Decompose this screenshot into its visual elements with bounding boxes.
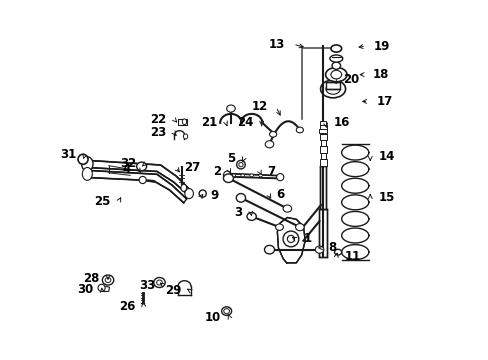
- Text: 14: 14: [378, 150, 394, 163]
- Ellipse shape: [330, 70, 341, 79]
- Text: 8: 8: [328, 241, 336, 255]
- Ellipse shape: [136, 162, 146, 171]
- Text: 23: 23: [149, 126, 165, 139]
- Bar: [318, 129, 326, 133]
- Polygon shape: [87, 160, 190, 195]
- Bar: [319, 134, 326, 140]
- Ellipse shape: [236, 194, 245, 202]
- Bar: [320, 153, 325, 159]
- Ellipse shape: [325, 67, 346, 82]
- Text: 19: 19: [373, 40, 390, 53]
- Text: 22: 22: [149, 113, 165, 126]
- Polygon shape: [87, 170, 186, 203]
- Text: 10: 10: [204, 311, 221, 324]
- Ellipse shape: [330, 45, 341, 52]
- Ellipse shape: [246, 212, 256, 220]
- Text: 11: 11: [344, 250, 360, 263]
- Ellipse shape: [249, 174, 253, 177]
- Bar: [320, 121, 325, 125]
- Text: 13: 13: [268, 38, 285, 51]
- Text: 33: 33: [139, 279, 155, 292]
- Ellipse shape: [223, 174, 233, 183]
- Text: 2: 2: [213, 165, 221, 177]
- Ellipse shape: [241, 174, 244, 177]
- Polygon shape: [178, 118, 186, 125]
- Ellipse shape: [296, 127, 303, 133]
- Ellipse shape: [283, 205, 291, 212]
- Text: 7: 7: [267, 165, 275, 177]
- Text: 25: 25: [94, 195, 110, 208]
- Ellipse shape: [183, 134, 187, 139]
- Polygon shape: [277, 217, 305, 263]
- Text: 18: 18: [372, 68, 388, 81]
- Ellipse shape: [269, 131, 276, 137]
- Ellipse shape: [264, 141, 273, 148]
- Ellipse shape: [264, 246, 274, 254]
- Polygon shape: [101, 285, 109, 292]
- Ellipse shape: [236, 160, 244, 169]
- Text: 5: 5: [227, 152, 235, 165]
- Ellipse shape: [276, 174, 283, 181]
- Polygon shape: [325, 82, 340, 89]
- Text: 31: 31: [60, 148, 77, 162]
- Text: 15: 15: [378, 192, 394, 204]
- Ellipse shape: [320, 80, 345, 98]
- Ellipse shape: [331, 62, 340, 69]
- Ellipse shape: [295, 224, 304, 231]
- Ellipse shape: [315, 246, 323, 253]
- Text: 4: 4: [122, 163, 130, 176]
- Ellipse shape: [184, 189, 193, 199]
- Ellipse shape: [226, 105, 235, 112]
- Ellipse shape: [78, 154, 88, 164]
- Text: 27: 27: [183, 161, 200, 174]
- Bar: [319, 125, 326, 129]
- Ellipse shape: [329, 55, 342, 62]
- Ellipse shape: [156, 280, 162, 285]
- Ellipse shape: [283, 231, 298, 247]
- Text: 17: 17: [376, 95, 392, 108]
- Ellipse shape: [275, 224, 283, 230]
- Ellipse shape: [224, 309, 229, 314]
- Text: 9: 9: [210, 189, 218, 202]
- Text: 24: 24: [237, 116, 253, 129]
- Polygon shape: [318, 208, 326, 257]
- Text: 1: 1: [303, 233, 311, 246]
- Text: 20: 20: [342, 73, 358, 86]
- Ellipse shape: [334, 249, 341, 255]
- Ellipse shape: [102, 275, 114, 285]
- Text: 3: 3: [234, 206, 242, 219]
- Ellipse shape: [181, 184, 186, 192]
- Text: 26: 26: [119, 300, 135, 313]
- Ellipse shape: [81, 157, 93, 171]
- Ellipse shape: [325, 84, 340, 94]
- Ellipse shape: [105, 278, 111, 283]
- Text: 32: 32: [120, 157, 136, 170]
- Ellipse shape: [221, 307, 231, 315]
- Text: 12: 12: [251, 100, 267, 113]
- Text: 29: 29: [165, 284, 182, 297]
- Ellipse shape: [139, 176, 146, 184]
- Ellipse shape: [153, 278, 165, 288]
- Ellipse shape: [238, 162, 243, 167]
- Polygon shape: [320, 166, 325, 208]
- Text: 16: 16: [333, 116, 349, 129]
- Ellipse shape: [223, 171, 231, 180]
- Polygon shape: [227, 174, 280, 178]
- Ellipse shape: [231, 174, 235, 177]
- Bar: [319, 159, 326, 166]
- Ellipse shape: [82, 167, 92, 180]
- Ellipse shape: [258, 174, 262, 177]
- Bar: [319, 147, 326, 153]
- Text: 28: 28: [83, 272, 100, 285]
- Ellipse shape: [98, 284, 105, 292]
- Ellipse shape: [287, 235, 294, 243]
- Ellipse shape: [199, 190, 206, 197]
- Bar: [320, 140, 325, 147]
- Text: 6: 6: [276, 188, 285, 201]
- Text: 21: 21: [201, 116, 217, 129]
- Text: 30: 30: [77, 283, 94, 296]
- Ellipse shape: [182, 119, 186, 125]
